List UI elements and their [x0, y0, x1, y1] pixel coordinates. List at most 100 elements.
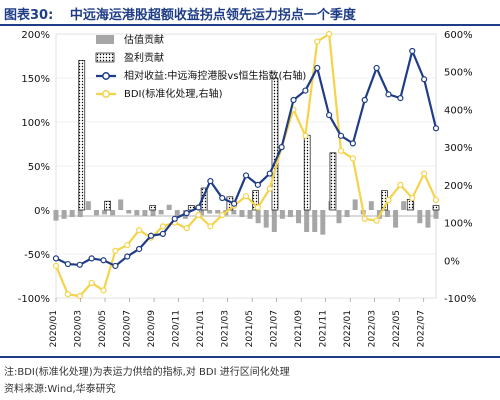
value-contribution-bar [304, 210, 310, 232]
relative-return-series-marker [326, 111, 333, 119]
lines-layer [52, 30, 440, 300]
y-right-tick-label: 100% [444, 219, 473, 230]
profit-contribution-bar [252, 190, 260, 211]
value-contribution-bar [77, 210, 83, 218]
value-contribution-bar [150, 210, 156, 217]
relative-return-series-marker [159, 230, 166, 237]
y-right-tick-label: 500% [444, 68, 473, 79]
relative-return-series-marker [242, 172, 250, 179]
legend-swatch-marker [102, 72, 110, 80]
x-tick-label: 2020/09 [147, 310, 157, 348]
relative-return-series-marker [195, 204, 202, 211]
relative-return-series-marker [124, 253, 131, 260]
y-right-tick-label: 300% [444, 143, 473, 154]
x-tick-label: 2021/09 [294, 310, 304, 348]
bdi-series-marker [195, 211, 202, 219]
value-contribution-bar [199, 210, 205, 216]
bdi-series-marker [397, 181, 404, 188]
bdi-series-marker [432, 196, 440, 204]
value-contribution-bar [344, 210, 350, 218]
value-contribution-bar [263, 210, 269, 228]
value-contribution-bar [417, 210, 423, 224]
value-contribution-bar [102, 210, 108, 215]
profit-contribution-bar [303, 134, 311, 211]
grid-lines [56, 33, 436, 299]
y-right-tick-label: 200% [444, 181, 473, 192]
value-contribution-bar [207, 210, 213, 214]
value-contribution-bar [279, 210, 285, 219]
x-tick-label: 2020/03 [74, 310, 84, 347]
value-contribution-bar [174, 210, 180, 218]
value-contribution-bar [166, 204, 172, 210]
relative-return-series-marker [76, 261, 83, 268]
value-contribution-bar [247, 210, 253, 219]
y-left-tick-label: 150% [21, 74, 50, 85]
bdi-series-marker [349, 155, 356, 162]
value-contribution-bar [126, 210, 132, 214]
value-contribution-bar [239, 210, 245, 218]
value-contribution-bar [85, 201, 91, 210]
y-right-tick-label: 400% [444, 105, 473, 116]
x-tick-label: 2021/03 [221, 310, 231, 347]
relative-return-series-marker [349, 140, 356, 147]
figure-label: 图表30: [4, 8, 54, 23]
y-left-tick-label: 200% [21, 30, 50, 41]
x-tick-label: 2020/05 [98, 310, 108, 347]
y-left-tick-label: -100% [18, 294, 50, 305]
value-contribution-bar [425, 210, 431, 228]
bdi-series-marker [254, 204, 261, 211]
x-tick-label: 2020/07 [123, 310, 133, 347]
bdi-series-marker [219, 211, 226, 219]
value-contribution-bar [53, 210, 59, 221]
relative-return-series-marker [171, 215, 178, 222]
bdi-series-marker [52, 262, 60, 270]
value-contribution-bar [69, 210, 75, 218]
bdi-series-marker [314, 38, 321, 45]
relative-return-series-marker [207, 177, 214, 185]
bdi-series-marker [207, 223, 214, 230]
y-right-tick-label: 0% [444, 256, 460, 267]
y-left-tick-label: -50% [24, 250, 50, 261]
bdi-series-marker [124, 242, 131, 249]
bdi-series-marker [242, 193, 250, 200]
bdi-series-marker [183, 225, 190, 232]
value-contribution-bar [134, 210, 140, 216]
value-contribution-bar [255, 210, 261, 224]
value-contribution-bar [433, 210, 439, 219]
relative-return-series-marker [254, 181, 261, 188]
legend-label: 相对收益:中远海控港股vs恒生指数(右轴) [124, 69, 306, 82]
x-tick-label: 2021/05 [245, 310, 255, 347]
profit-contribution-bar [149, 205, 156, 211]
chart-title: 中远海运港股超额收益拐点领先运力拐点一个季度 [69, 8, 356, 23]
relative-return-series-marker [397, 95, 404, 102]
value-contribution-bar [336, 210, 342, 224]
relative-return-series-marker [361, 96, 368, 104]
figure-title: 图表30: 中远海运港股超额收益拐点领先运力拐点一个季度 [4, 4, 356, 23]
legend-swatch-gray [96, 35, 114, 44]
legend-item: 相对收益:中远海控港股vs恒生指数(右轴) [96, 69, 306, 82]
relative-return-series-marker [278, 144, 285, 151]
legend-label: 估值贡献 [124, 33, 164, 46]
value-contribution-bar [384, 210, 390, 218]
y-left-tick-label: 100% [21, 118, 50, 129]
relative-return-series-marker [64, 260, 71, 268]
chart-svg: -100% -50% 0% 50% 100% 150% 200% -100% 0% 100% 200… [18, 30, 476, 348]
value-contribution-bar [110, 210, 116, 216]
bdi-series-marker [373, 217, 380, 224]
relative-return-series-marker [219, 194, 226, 202]
x-tick-label: 2021/07 [270, 310, 280, 347]
relative-return-series-marker [136, 245, 143, 253]
relative-return-series-marker [432, 125, 440, 132]
bdi-series-marker [159, 223, 166, 230]
value-contribution-bar [271, 210, 277, 232]
relative-return-series-marker [409, 47, 416, 55]
relative-return-series-marker [290, 96, 297, 104]
profit-contribution-bar [271, 77, 279, 211]
x-tick-label: 2021/11 [319, 310, 329, 347]
bdi-series-marker [112, 247, 119, 254]
legend-label: BDI(标准化处理,右轴) [124, 87, 223, 100]
x-tick-label: 2020/11 [172, 310, 182, 347]
relative-return-series-marker [183, 210, 190, 217]
legend-item: 估值贡献 [96, 33, 164, 46]
